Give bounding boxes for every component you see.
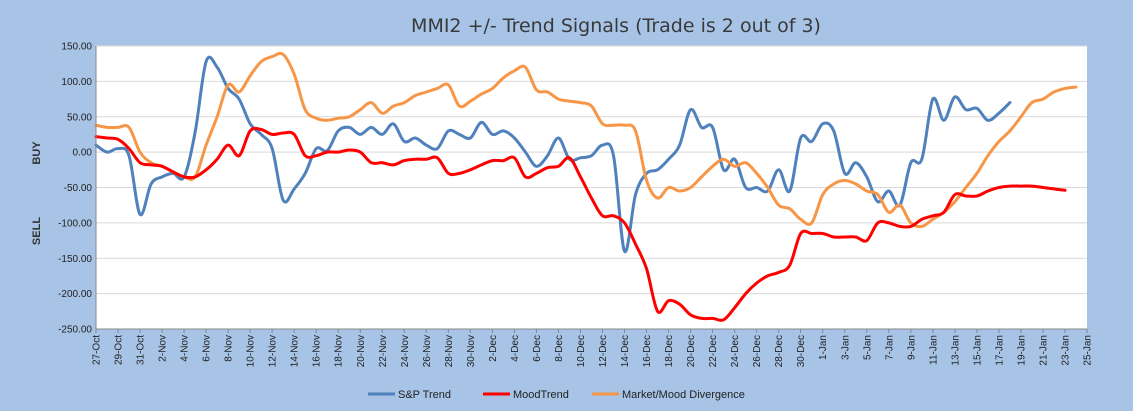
- y-tick-label: -250.00: [58, 325, 92, 336]
- x-tick-label: 14-Nov: [290, 335, 301, 367]
- y-tick-label: 150.00: [61, 42, 92, 53]
- x-tick-label: 5-Jan: [862, 335, 873, 360]
- x-tick-label: 20-Nov: [356, 335, 367, 367]
- x-tick-label: 15-Jan: [972, 335, 983, 366]
- x-tick-label: 22-Nov: [378, 335, 389, 367]
- axis-layer: 150.00 100.00 50.00 0.00 -50.00 -100.00 -150.0…: [58, 42, 1093, 368]
- y-tick-label: -50.00: [64, 183, 93, 194]
- x-tick-label: 26-Nov: [422, 335, 433, 367]
- legend-label: Market/Mood Divergence: [622, 389, 745, 401]
- x-tick-label: 11-Jan: [928, 335, 939, 365]
- x-tick-label: 28-Nov: [444, 335, 455, 367]
- x-tick-label: 30-Nov: [466, 335, 477, 367]
- x-tick-label: 14-Dec: [620, 335, 631, 367]
- series-line-s-p-trend: [94, 55, 1012, 253]
- x-tick-label: 6-Dec: [532, 335, 543, 362]
- x-tick-label: 24-Dec: [730, 335, 741, 367]
- series-line-market-mood-divergence: [94, 51, 1078, 229]
- x-tick-label: 7-Jan: [884, 335, 895, 360]
- x-tick-label: 2-Dec: [488, 335, 499, 362]
- legend: S&P Trend MoodTrend Market/Mood Divergence: [368, 389, 745, 401]
- x-tick-label: 25-Jan: [1083, 335, 1094, 366]
- x-tick-label: 4-Nov: [180, 335, 191, 362]
- x-tick-label: 21-Jan: [1038, 335, 1049, 366]
- y-label-sell: SELL: [31, 217, 43, 245]
- series-layer: [94, 51, 1078, 322]
- x-tick-label: 2-Nov: [158, 335, 169, 362]
- y-tick-label: -150.00: [58, 254, 92, 265]
- y-tick-label: 100.00: [61, 77, 92, 88]
- legend-label: S&P Trend: [398, 389, 451, 401]
- x-tick-label: 17-Jan: [994, 335, 1005, 366]
- y-label-buy: BUY: [31, 141, 43, 165]
- x-tick-label: 22-Dec: [708, 335, 719, 367]
- x-tick-label: 19-Jan: [1016, 335, 1027, 366]
- x-tick-label: 16-Nov: [312, 335, 323, 367]
- series-line-moodtrend: [94, 126, 1067, 322]
- x-tick-label: 23-Jan: [1060, 335, 1071, 366]
- x-tick-label: 16-Dec: [642, 335, 653, 367]
- x-tick-label: 4-Dec: [510, 335, 521, 362]
- y-tick-label: -200.00: [58, 289, 92, 300]
- chart-title: MMI2 +/- Trend Signals (Trade is 2 out o…: [411, 15, 821, 37]
- legend-label: MoodTrend: [513, 389, 569, 401]
- x-tick-label: 26-Dec: [752, 335, 763, 367]
- x-tick-label: 29-Oct: [114, 335, 125, 365]
- x-tick-label: 24-Nov: [400, 335, 411, 367]
- x-tick-label: 6-Nov: [202, 335, 213, 362]
- x-tick-label: 18-Nov: [334, 335, 345, 367]
- x-tick-label: 8-Nov: [224, 335, 235, 362]
- x-tick-label: 20-Dec: [686, 335, 697, 367]
- x-tick-label: 10-Dec: [576, 335, 587, 367]
- x-tick-label: 18-Dec: [664, 335, 675, 367]
- x-tick-label: 13-Jan: [950, 335, 961, 366]
- x-tick-label: 27-Oct: [92, 335, 103, 365]
- y-tick-label: -100.00: [58, 218, 92, 229]
- x-tick-label: 9-Jan: [906, 335, 917, 360]
- y-tick-label: 0.00: [73, 148, 93, 159]
- x-tick-label: 31-Oct: [136, 335, 147, 365]
- y-tick-label: 50.00: [67, 112, 92, 123]
- x-tick-label: 12-Dec: [598, 335, 609, 367]
- x-tick-label: 3-Jan: [840, 335, 851, 360]
- x-tick-label: 8-Dec: [554, 335, 565, 362]
- x-tick-label: 1-Jan: [818, 335, 829, 360]
- x-tick-label: 28-Dec: [774, 335, 785, 367]
- x-tick-label: 12-Nov: [268, 335, 279, 367]
- x-tick-label: 10-Nov: [246, 335, 257, 367]
- x-tick-label: 30-Dec: [796, 335, 807, 367]
